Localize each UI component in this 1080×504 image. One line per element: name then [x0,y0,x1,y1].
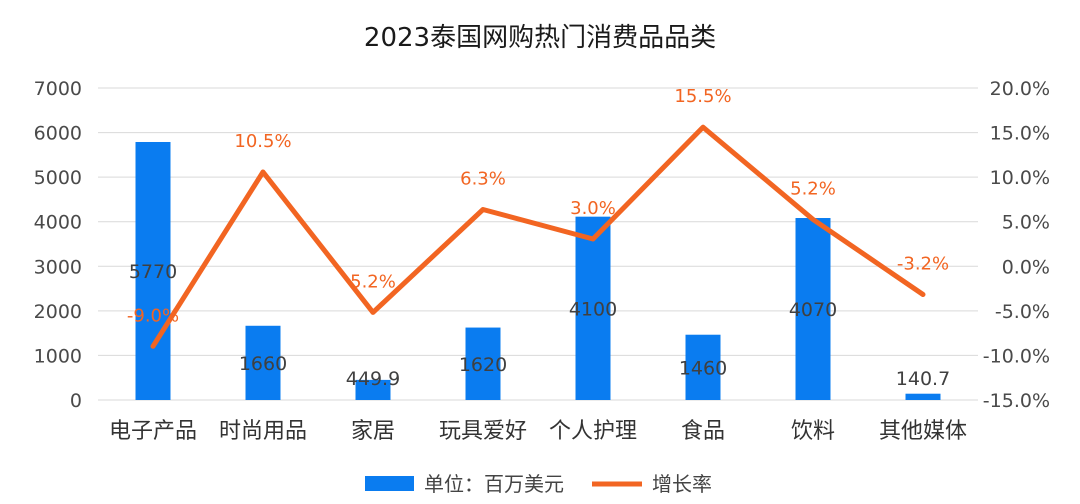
right-tick-label: 20.0% [990,78,1050,100]
rate-value-label: 5.2% [790,178,836,199]
left-tick-label: 0 [70,390,82,412]
right-y-axis: -15.0% -10.0% -5.0% 0.0% 5.0% 10.0% 15.0% 20.0% [983,78,1050,412]
right-tick-label: 15.0% [990,123,1050,145]
left-tick-label: 3000 [34,256,82,278]
x-category-label: 玩具爱好 [439,419,527,444]
bar-value-label: 1620 [459,354,507,376]
bar [465,327,501,400]
x-category-label: 个人护理 [549,419,637,444]
bar [355,379,391,400]
bar-value-label: 140.7 [896,368,950,390]
left-tick-label: 7000 [34,78,82,100]
left-y-axis: 0 1000 2000 3000 4000 5000 6000 7000 [34,78,82,412]
bar-value-label: 449.9 [346,368,400,390]
rate-value-label: 5.2% [350,271,396,292]
line-data-labels: -9.0% 10.5% 5.2% 6.3% 3.0% 15.5% 5.2% -3.2% [127,86,949,326]
x-category-label: 家居 [351,419,395,444]
right-tick-label: 0.0% [1002,256,1050,278]
bar-value-label: 1660 [239,353,287,375]
legend: 单位：百万美元 增长率 [365,472,712,496]
rate-value-label: -3.2% [897,253,949,274]
x-axis-categories: 电子产品 时尚用品 家居 玩具爱好 个人护理 食品 饮料 其他媒体 [109,419,967,444]
bar-value-label: 4100 [569,298,617,320]
left-tick-label: 5000 [34,167,82,189]
left-tick-label: 2000 [34,301,82,323]
right-tick-label: -15.0% [983,390,1050,412]
bar-value-label: 1460 [679,357,727,379]
bar [135,141,171,400]
x-category-label: 电子产品 [109,419,197,444]
bar [575,216,611,400]
rate-value-label: 10.5% [234,131,291,152]
rate-value-label: 15.5% [674,86,731,107]
rate-value-label: 6.3% [460,169,506,190]
x-category-label: 其他媒体 [879,419,967,444]
legend-line-label: 增长率 [652,472,712,496]
bar [905,393,941,400]
legend-bar-label: 单位：百万美元 [424,472,564,496]
line-series [150,124,926,349]
bar-data-labels: 5770 1660 449.9 1620 4100 1460 4070 140.7 [129,261,950,390]
rate-value-label: 3.0% [570,198,616,219]
x-category-label: 时尚用品 [219,419,307,444]
right-tick-label: 5.0% [1002,212,1050,234]
right-tick-label: -5.0% [995,301,1050,323]
left-tick-label: 6000 [34,123,82,145]
bar-value-label: 4070 [789,299,837,321]
bar [685,334,721,400]
bar [795,218,831,400]
bar-series [135,141,941,400]
rate-value-label: -9.0% [127,305,179,326]
left-tick-label: 1000 [34,345,82,367]
x-category-label: 食品 [681,419,725,444]
right-tick-label: 10.0% [990,167,1050,189]
growth-rate-line [150,124,926,349]
bar-value-label: 5770 [129,261,177,283]
chart-title: 2023泰国网购热门消费品品类 [364,23,716,53]
x-category-label: 饮料 [791,419,835,444]
left-tick-label: 4000 [34,212,82,234]
bar [245,325,281,400]
right-tick-label: -10.0% [983,345,1050,367]
legend-bar-swatch [365,476,414,491]
